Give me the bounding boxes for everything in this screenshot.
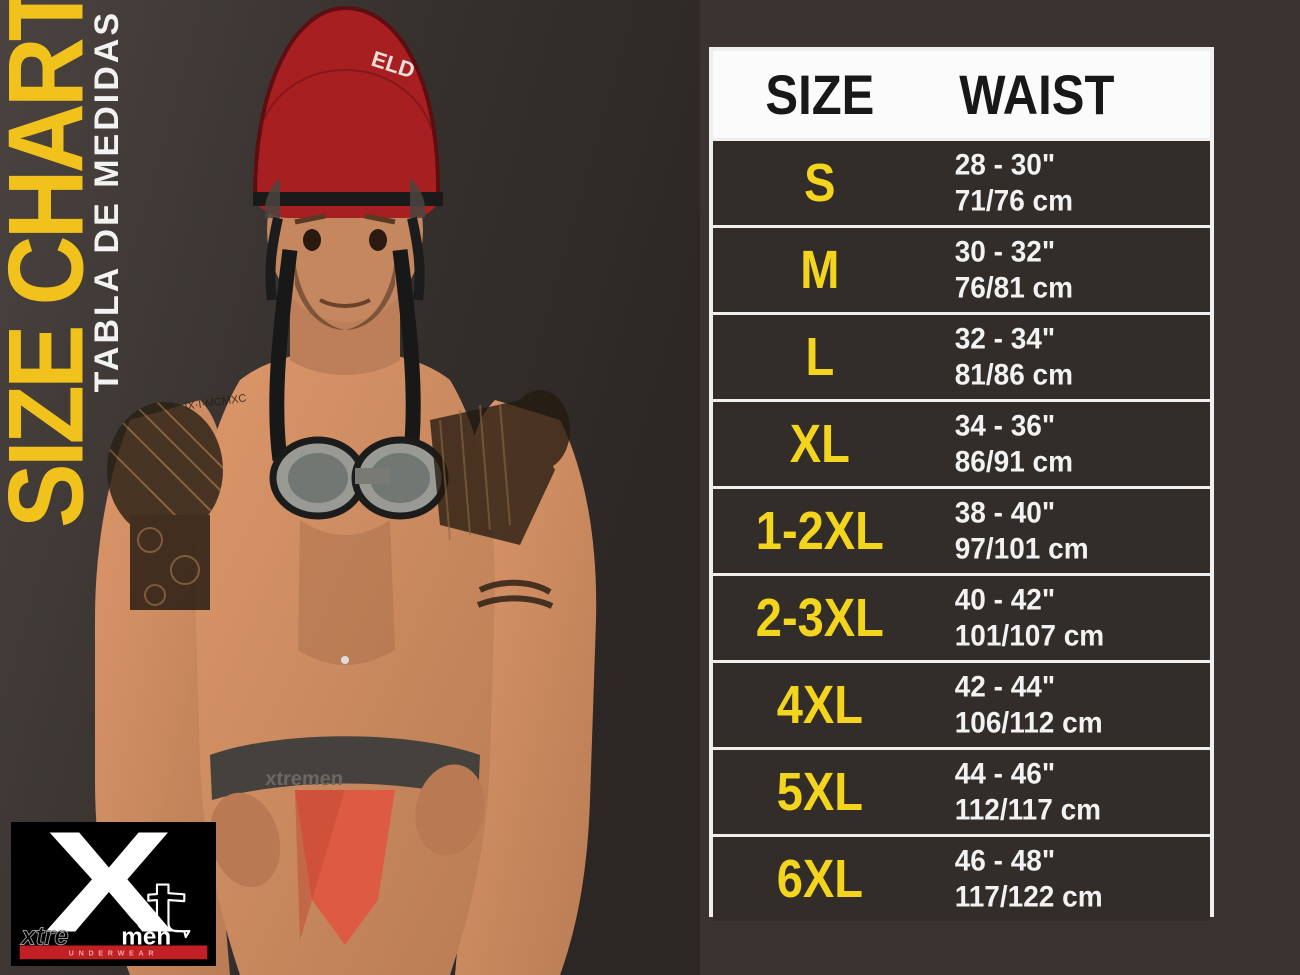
svg-text:UNDERWEAR: UNDERWEAR [69, 949, 159, 958]
svg-text:xtremen: xtremen [265, 768, 344, 790]
